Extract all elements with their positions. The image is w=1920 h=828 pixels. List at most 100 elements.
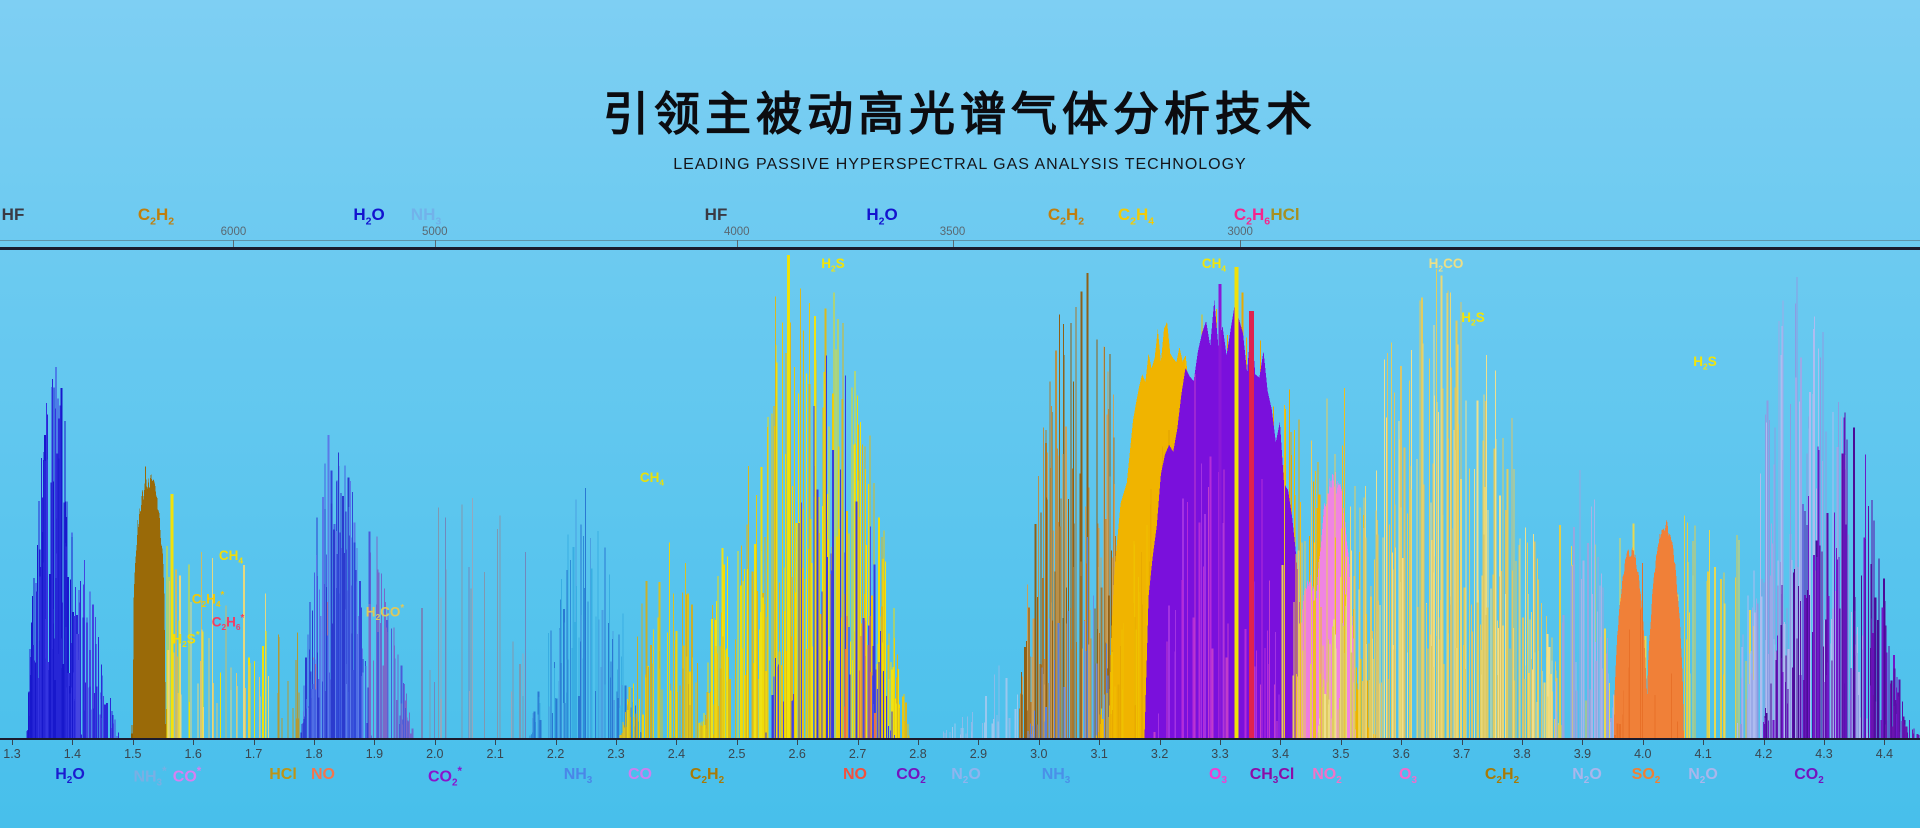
bottom-gas-label-no2: NO2 bbox=[1312, 766, 1342, 787]
band-so2-b bbox=[1646, 519, 1684, 738]
wavelength-tick bbox=[555, 740, 557, 745]
band-h2co-h2s bbox=[1317, 268, 1564, 738]
bottom-gas-label-co: CO* bbox=[172, 766, 202, 786]
band-ch3cl bbox=[1144, 299, 1305, 738]
inline-gas-label-ch4: CH4 bbox=[1201, 256, 1227, 274]
wavenumber-tick bbox=[233, 240, 235, 248]
wavelength-tick-label: 4.2 bbox=[1754, 747, 1773, 761]
band-so2-a bbox=[1613, 546, 1648, 738]
wavenumber-tick-label: 6000 bbox=[220, 226, 247, 238]
wavelength-tick-label: 1.6 bbox=[184, 747, 202, 761]
wavelength-tick bbox=[1099, 740, 1101, 745]
spectrum-chart bbox=[26, 254, 1920, 738]
band-so2-lines bbox=[1613, 562, 1684, 738]
bottom-gas-label-c2h2: C2H2 bbox=[689, 766, 725, 787]
wavelength-tick bbox=[1340, 740, 1342, 745]
top-gas-label-h2o: H2O bbox=[353, 205, 385, 228]
wavelength-tick-label: 3.2 bbox=[1150, 747, 1169, 761]
bottom-gas-label-n2o: N2O bbox=[951, 766, 981, 787]
wavelength-tick-label: 1.4 bbox=[63, 747, 82, 761]
wavelength-tick bbox=[12, 740, 13, 745]
wavelength-tick bbox=[978, 740, 980, 745]
spectral-line-mark bbox=[1248, 311, 1254, 738]
inline-gas-label-ch4: CH4 bbox=[639, 470, 665, 488]
wavelength-tick bbox=[1038, 740, 1040, 745]
wavenumber-tick-label: 3500 bbox=[939, 226, 966, 238]
wavelength-tick-label: 2.2 bbox=[546, 747, 565, 761]
wavenumber-tick bbox=[952, 240, 954, 248]
wavelength-tick-label: 1.8 bbox=[305, 747, 323, 761]
inline-gas-label-ch4: CH4 bbox=[218, 548, 244, 566]
wavelength-tick bbox=[434, 740, 436, 745]
bottom-gas-label-n2o: N2O bbox=[1572, 766, 1602, 787]
band-h2o-2-9 bbox=[943, 602, 1038, 738]
wavenumber-tick-label: 4000 bbox=[724, 226, 750, 238]
inline-gas-label-h2s: H2S bbox=[1461, 310, 1485, 328]
top-gas-label-h2o: H2O bbox=[866, 205, 898, 228]
wavelength-tick bbox=[676, 740, 678, 745]
band-hcl bbox=[277, 632, 305, 738]
wavelength-tick-label: 3.0 bbox=[1030, 747, 1048, 761]
page-title: 引领主被动高光谱气体分析技术 bbox=[603, 88, 1317, 140]
top-gas-label-nh3: NH3 bbox=[410, 205, 442, 228]
spectral-line-mark bbox=[170, 494, 174, 738]
wavelength-tick bbox=[857, 740, 859, 745]
wavenumber-tick-label: 3000 bbox=[1227, 226, 1253, 238]
inline-gas-label-h2s: H2S bbox=[1693, 354, 1717, 372]
wavelength-tick bbox=[1824, 740, 1825, 745]
wavelength-tick bbox=[374, 740, 376, 745]
wavelength-tick bbox=[616, 740, 617, 745]
wavelength-tick bbox=[1159, 740, 1161, 745]
wavelength-tick-label: 2.8 bbox=[909, 747, 927, 761]
page-subtitle: LEADING PASSIVE HYPERSPECTRAL GAS ANALYS… bbox=[673, 156, 1247, 173]
wavelength-tick bbox=[1703, 740, 1705, 745]
band-c2h2 bbox=[132, 474, 166, 738]
band-no bbox=[844, 615, 876, 738]
wavelength-tick bbox=[193, 740, 195, 745]
band-co2- bbox=[420, 498, 526, 738]
wavelength-tick-label: 4.3 bbox=[1815, 747, 1833, 761]
bottom-gas-label-co: CO bbox=[628, 766, 652, 783]
bottom-gas-label-co2: CO2* bbox=[428, 766, 462, 789]
band-h2o-h2co bbox=[300, 435, 372, 738]
band-co2-tail bbox=[1871, 618, 1920, 738]
wavelength-tick-label: 2.5 bbox=[728, 747, 746, 761]
band-h2o bbox=[26, 367, 82, 738]
wavelength-tick-label: 3.7 bbox=[1452, 747, 1471, 761]
inline-gas-label-h2co: H2CO bbox=[1428, 256, 1464, 274]
wavelength-tick-label: 3.9 bbox=[1573, 747, 1592, 761]
wavenumber-tick-label: 5000 bbox=[422, 226, 448, 238]
inline-gas-label-h2co: H2CO* bbox=[365, 603, 405, 623]
wavelength-tick-label: 2.3 bbox=[607, 747, 625, 761]
inline-gas-label-c2h6: C2H6* bbox=[211, 613, 245, 633]
wavelength-tick-label: 4.1 bbox=[1694, 747, 1712, 761]
bottom-gas-label-nh3: NH3* bbox=[133, 766, 167, 789]
bottom-gas-label-no: NO bbox=[843, 766, 867, 783]
inline-gas-label-h2s: H2S bbox=[821, 256, 845, 274]
wavelength-tick-label: 3.4 bbox=[1271, 747, 1290, 761]
wavelength-tick bbox=[736, 740, 738, 745]
bottom-gas-label-nh3: NH3 bbox=[1041, 766, 1071, 787]
wavelength-tick-label: 1.7 bbox=[244, 747, 263, 761]
wavelength-tick-label: 1.3 bbox=[3, 747, 21, 761]
top-gas-label-hcl: HCl bbox=[1270, 205, 1300, 224]
spectral-line-mark bbox=[787, 254, 791, 738]
wavelength-tick bbox=[495, 740, 497, 745]
wavelength-tick bbox=[132, 740, 134, 745]
bottom-gas-label-ch3cl: CH3Cl bbox=[1249, 766, 1295, 787]
wavelength-tick-label: 3.1 bbox=[1090, 747, 1108, 761]
wavelength-tick bbox=[72, 740, 74, 745]
bottom-gas-label-c2h2: C2H2 bbox=[1484, 766, 1520, 787]
wavelength-tick-label: 4.0 bbox=[1634, 747, 1652, 761]
top-gas-label-c2h2: C2H2 bbox=[137, 205, 175, 228]
bottom-gas-label-co2: CO2 bbox=[896, 766, 926, 787]
wavelength-tick-label: 3.8 bbox=[1513, 747, 1531, 761]
wavelength-tick-label: 2.1 bbox=[486, 747, 504, 761]
inline-gas-label-c2h4: C2H4* bbox=[191, 590, 225, 610]
top-gas-label-hf: HF bbox=[1, 205, 25, 224]
wavelength-tick bbox=[797, 740, 799, 745]
wavelength-tick-label: 2.7 bbox=[848, 747, 867, 761]
bottom-gas-label-no: NO bbox=[311, 766, 335, 783]
inline-gas-label-h2s: H2S* bbox=[172, 630, 200, 650]
